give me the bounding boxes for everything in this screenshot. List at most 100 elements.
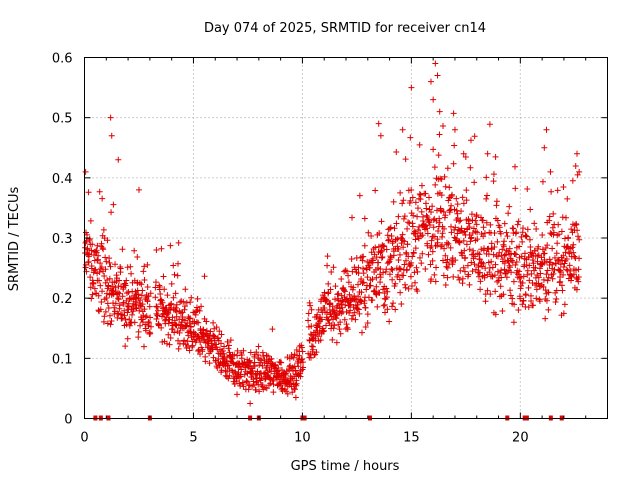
data-point — [135, 334, 142, 341]
data-point — [96, 277, 103, 284]
data-point — [156, 284, 163, 291]
data-point — [104, 237, 111, 244]
data-point — [488, 245, 495, 252]
data-point — [378, 247, 385, 254]
data-point — [141, 277, 148, 284]
data-point — [368, 233, 375, 240]
data-point — [168, 280, 175, 287]
data-point — [341, 288, 348, 295]
data-point — [101, 313, 108, 320]
data-point — [444, 165, 451, 172]
data-point — [377, 274, 384, 281]
data-point — [216, 328, 223, 335]
data-point — [468, 259, 475, 266]
data-point — [550, 210, 557, 217]
data-point — [146, 320, 153, 327]
data-point — [415, 227, 422, 234]
data-point — [524, 226, 531, 233]
data-point — [333, 339, 340, 346]
data-point — [125, 289, 132, 296]
data-point — [185, 332, 192, 339]
data-point — [102, 279, 109, 286]
data-point — [561, 301, 568, 308]
data-point — [512, 261, 519, 268]
data-point — [513, 258, 520, 265]
data-point — [87, 284, 94, 291]
data-point — [199, 346, 206, 353]
data-point — [335, 290, 342, 297]
data-point — [543, 297, 550, 304]
x-tick-labels: 0 5 10 15 20 — [80, 431, 528, 446]
data-point — [540, 276, 547, 283]
data-point — [491, 272, 498, 279]
data-point — [460, 264, 467, 271]
data-point — [465, 271, 472, 278]
data-point — [483, 174, 490, 181]
data-point — [98, 264, 105, 271]
data-point — [176, 329, 183, 336]
data-point — [484, 287, 491, 294]
data-point — [348, 315, 355, 322]
data-point — [499, 307, 506, 314]
data-point — [187, 315, 194, 322]
data-point — [553, 295, 560, 302]
data-point — [429, 248, 436, 255]
data-point — [569, 244, 576, 251]
data-point — [351, 309, 358, 316]
data-point — [263, 352, 270, 359]
data-point — [175, 345, 182, 352]
data-point — [168, 300, 175, 307]
data-point — [93, 247, 100, 254]
data-point — [270, 375, 277, 382]
data-point — [324, 316, 331, 323]
data-point — [468, 211, 475, 218]
data-point — [405, 219, 412, 226]
data-point — [561, 260, 568, 267]
data-point — [329, 303, 336, 310]
data-point — [364, 311, 371, 318]
data-point — [423, 205, 430, 212]
data-point — [545, 306, 552, 313]
data-point — [568, 226, 575, 233]
data-point — [444, 256, 451, 263]
data-point-peak — [432, 60, 439, 67]
data-point — [378, 248, 385, 255]
data-point — [427, 261, 434, 268]
data-point — [414, 287, 421, 294]
data-point — [338, 275, 345, 282]
data-point — [432, 278, 439, 285]
data-point — [512, 185, 519, 192]
data-point — [466, 281, 473, 288]
y-tick-label: 0.4 — [52, 172, 73, 187]
data-point — [549, 275, 556, 282]
data-point — [386, 318, 393, 325]
data-point — [349, 214, 356, 221]
data-point — [464, 262, 471, 269]
data-point — [560, 252, 567, 259]
data-point — [89, 291, 96, 298]
data-point — [408, 186, 415, 193]
data-point — [252, 386, 259, 393]
data-point — [573, 267, 580, 274]
data-point — [169, 314, 176, 321]
data-point — [103, 295, 110, 302]
data-point — [405, 285, 412, 292]
data-point — [485, 251, 492, 258]
data-point — [381, 301, 388, 308]
data-point — [430, 146, 437, 153]
data-point — [511, 250, 518, 257]
data-point — [510, 319, 517, 326]
data-point-peak — [427, 78, 434, 85]
data-point — [152, 294, 159, 301]
data-point — [516, 243, 523, 250]
data-point — [441, 173, 448, 180]
data-point — [477, 286, 484, 293]
data-point — [531, 220, 538, 227]
data-point — [541, 250, 548, 257]
data-point — [361, 242, 368, 249]
data-point — [483, 195, 490, 202]
data-point-peak — [234, 391, 241, 398]
data-point — [397, 266, 404, 273]
data-point — [377, 266, 384, 273]
data-point — [404, 266, 411, 273]
